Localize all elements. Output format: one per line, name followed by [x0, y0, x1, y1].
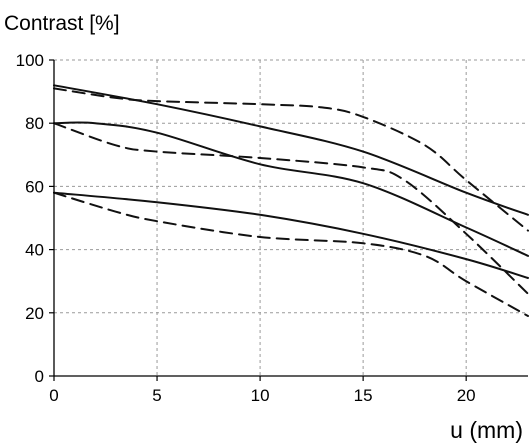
tick-labels: 0 20 40 60 80 100 0 5 10 15 20 [16, 51, 476, 405]
axes [53, 60, 528, 377]
y-tick-label: 60 [25, 177, 44, 196]
series-line-1-solid [53, 84, 529, 216]
grid-lines [54, 59, 528, 376]
y-axis-label: Contrast [%] [4, 12, 120, 35]
series-line-4-dashed [53, 122, 529, 295]
y-tick-label: 100 [16, 51, 44, 70]
x-tick-label: 5 [152, 386, 161, 405]
series-line-2-dashed [53, 87, 529, 232]
series-line-6-dashed [53, 191, 529, 317]
series-line-5-solid [53, 191, 529, 279]
y-tick-label: 80 [25, 114, 44, 133]
x-tick-label: 20 [457, 386, 476, 405]
x-axis-label: u (mm) [450, 417, 523, 443]
x-tick-label: 15 [354, 386, 373, 405]
y-tick-label: 20 [25, 304, 44, 323]
y-tick-label: 0 [35, 367, 44, 386]
y-tick-label: 40 [25, 241, 44, 260]
data-series [53, 84, 529, 317]
x-tick-label: 0 [49, 386, 58, 405]
x-tick-label: 10 [251, 386, 270, 405]
series-line-3-solid [53, 121, 529, 257]
